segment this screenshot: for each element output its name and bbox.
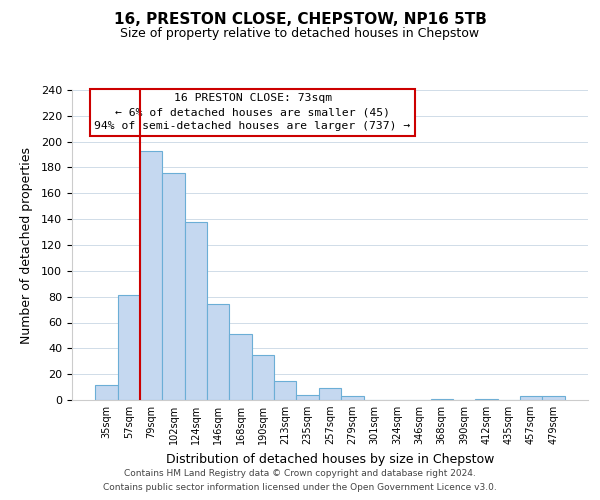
Bar	[319, 388, 341, 400]
Bar	[341, 396, 364, 400]
Bar	[163, 172, 185, 400]
Y-axis label: Number of detached properties: Number of detached properties	[20, 146, 32, 344]
Bar	[252, 355, 274, 400]
Bar	[274, 380, 296, 400]
Bar	[475, 398, 497, 400]
Bar	[229, 334, 252, 400]
Bar	[140, 150, 163, 400]
Text: Contains public sector information licensed under the Open Government Licence v3: Contains public sector information licen…	[103, 484, 497, 492]
Bar	[431, 398, 453, 400]
Bar	[542, 396, 565, 400]
Bar	[520, 396, 542, 400]
Text: Contains HM Land Registry data © Crown copyright and database right 2024.: Contains HM Land Registry data © Crown c…	[124, 468, 476, 477]
Bar	[207, 304, 229, 400]
Text: 16 PRESTON CLOSE: 73sqm
← 6% of detached houses are smaller (45)
94% of semi-det: 16 PRESTON CLOSE: 73sqm ← 6% of detached…	[94, 93, 411, 131]
Bar	[118, 296, 140, 400]
Bar	[185, 222, 207, 400]
Text: 16, PRESTON CLOSE, CHEPSTOW, NP16 5TB: 16, PRESTON CLOSE, CHEPSTOW, NP16 5TB	[113, 12, 487, 28]
Text: Size of property relative to detached houses in Chepstow: Size of property relative to detached ho…	[121, 28, 479, 40]
Bar	[95, 384, 118, 400]
Bar	[296, 395, 319, 400]
X-axis label: Distribution of detached houses by size in Chepstow: Distribution of detached houses by size …	[166, 452, 494, 466]
